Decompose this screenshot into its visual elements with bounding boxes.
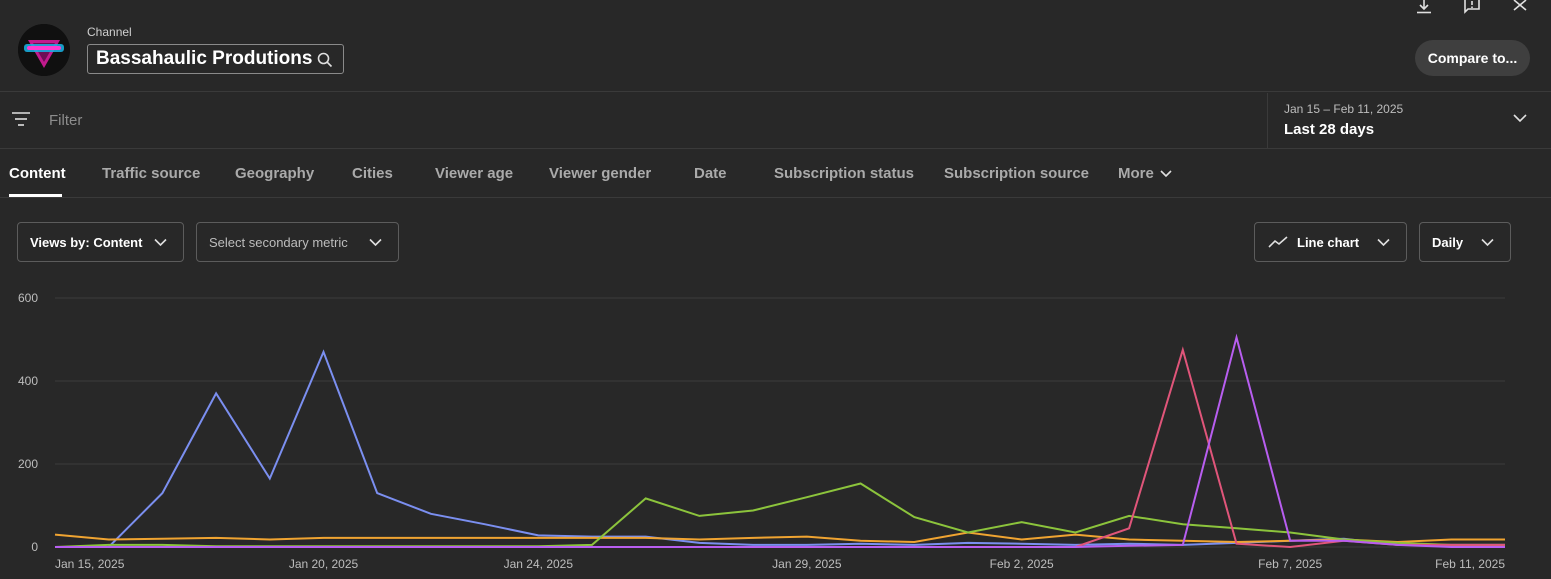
granularity-label: Daily bbox=[1432, 234, 1464, 250]
tab-viewer-age[interactable]: Viewer age bbox=[435, 165, 514, 182]
x-tick-label: Jan 24, 2025 bbox=[504, 557, 574, 571]
chart-type-label: Line chart bbox=[1297, 234, 1360, 250]
header: Channel Bassahaulic Produtions bbox=[0, 0, 1551, 92]
feedback-icon[interactable] bbox=[1463, 0, 1481, 14]
tab-viewer-gender[interactable]: Viewer gender bbox=[549, 165, 652, 182]
primary-metric-select[interactable]: Views by: Content bbox=[17, 222, 184, 262]
filter-input[interactable]: Filter bbox=[49, 112, 83, 129]
series-line-2 bbox=[54, 531, 1505, 544]
line-chart-icon bbox=[1268, 236, 1288, 248]
close-icon[interactable] bbox=[1511, 0, 1529, 14]
chevron-down-icon bbox=[369, 238, 382, 247]
chevron-down-icon bbox=[1481, 238, 1494, 247]
date-range-dates: Jan 15 – Feb 11, 2025 bbox=[1284, 102, 1404, 116]
x-tick-label: Feb 11, 2025 bbox=[1435, 557, 1505, 571]
channel-avatar bbox=[18, 24, 70, 76]
filter-bar: Filter Jan 15 – Feb 11, 2025 Last 28 day… bbox=[0, 93, 1551, 149]
y-tick-label: 0 bbox=[31, 540, 38, 554]
views-chart: 0 200 400 600 Jan 15, 2025 Jan 20, 2025 Jan 24… bbox=[0, 280, 1551, 579]
channel-label: Channel bbox=[87, 25, 132, 39]
granularity-select[interactable]: Daily bbox=[1419, 222, 1511, 262]
secondary-metric-select[interactable]: Select secondary metric bbox=[196, 222, 399, 262]
tab-content[interactable]: Content bbox=[9, 165, 66, 182]
x-tick-label: Jan 29, 2025 bbox=[772, 557, 842, 571]
x-tick-label: Feb 2, 2025 bbox=[990, 557, 1054, 571]
channel-name: Bassahaulic Produtions bbox=[96, 48, 313, 69]
chart-type-select[interactable]: Line chart bbox=[1254, 222, 1407, 262]
tab-date[interactable]: Date bbox=[694, 165, 727, 182]
tab-cities[interactable]: Cities bbox=[352, 165, 393, 182]
y-tick-label: 200 bbox=[18, 457, 38, 471]
channel-selector[interactable]: Bassahaulic Produtions bbox=[87, 44, 344, 74]
chevron-down-icon bbox=[1160, 170, 1172, 178]
window-actions bbox=[1415, 0, 1529, 14]
x-tick-label: Jan 15, 2025 bbox=[55, 557, 125, 571]
chevron-down-icon bbox=[1513, 114, 1527, 123]
tab-more[interactable]: More bbox=[1118, 165, 1172, 182]
y-tick-label: 400 bbox=[18, 374, 38, 388]
x-tick-label: Feb 7, 2025 bbox=[1258, 557, 1322, 571]
tab-subscription-status[interactable]: Subscription status bbox=[774, 165, 915, 182]
search-icon[interactable] bbox=[317, 52, 333, 68]
tab-geography[interactable]: Geography bbox=[235, 165, 315, 182]
chevron-down-icon bbox=[154, 238, 167, 247]
date-range-label: Last 28 days bbox=[1284, 121, 1375, 138]
chevron-down-icon bbox=[1377, 238, 1390, 247]
dimension-tabs: Content Traffic source Geography Cities … bbox=[0, 150, 1551, 198]
tab-traffic-source[interactable]: Traffic source bbox=[102, 165, 201, 182]
tab-more-label: More bbox=[1118, 165, 1154, 182]
tab-subscription-source[interactable]: Subscription source bbox=[944, 165, 1090, 182]
download-icon[interactable] bbox=[1415, 0, 1433, 14]
secondary-metric-label: Select secondary metric bbox=[209, 234, 348, 250]
date-range-selector[interactable]: Jan 15 – Feb 11, 2025 Last 28 days bbox=[1267, 93, 1551, 149]
series-line-4 bbox=[55, 346, 1505, 549]
y-tick-label: 600 bbox=[18, 291, 38, 305]
x-tick-label: Jan 20, 2025 bbox=[289, 557, 359, 571]
line-chart[interactable]: 0 200 400 600 Jan 15, 2025 Jan 20, 2025 Jan 24… bbox=[0, 280, 1551, 579]
active-tab-indicator bbox=[9, 194, 62, 197]
primary-metric-label: Views by: Content bbox=[30, 234, 143, 250]
filter-icon[interactable] bbox=[11, 111, 31, 127]
compare-button[interactable]: Compare to... bbox=[1415, 40, 1530, 76]
series-line-5 bbox=[55, 333, 1505, 548]
